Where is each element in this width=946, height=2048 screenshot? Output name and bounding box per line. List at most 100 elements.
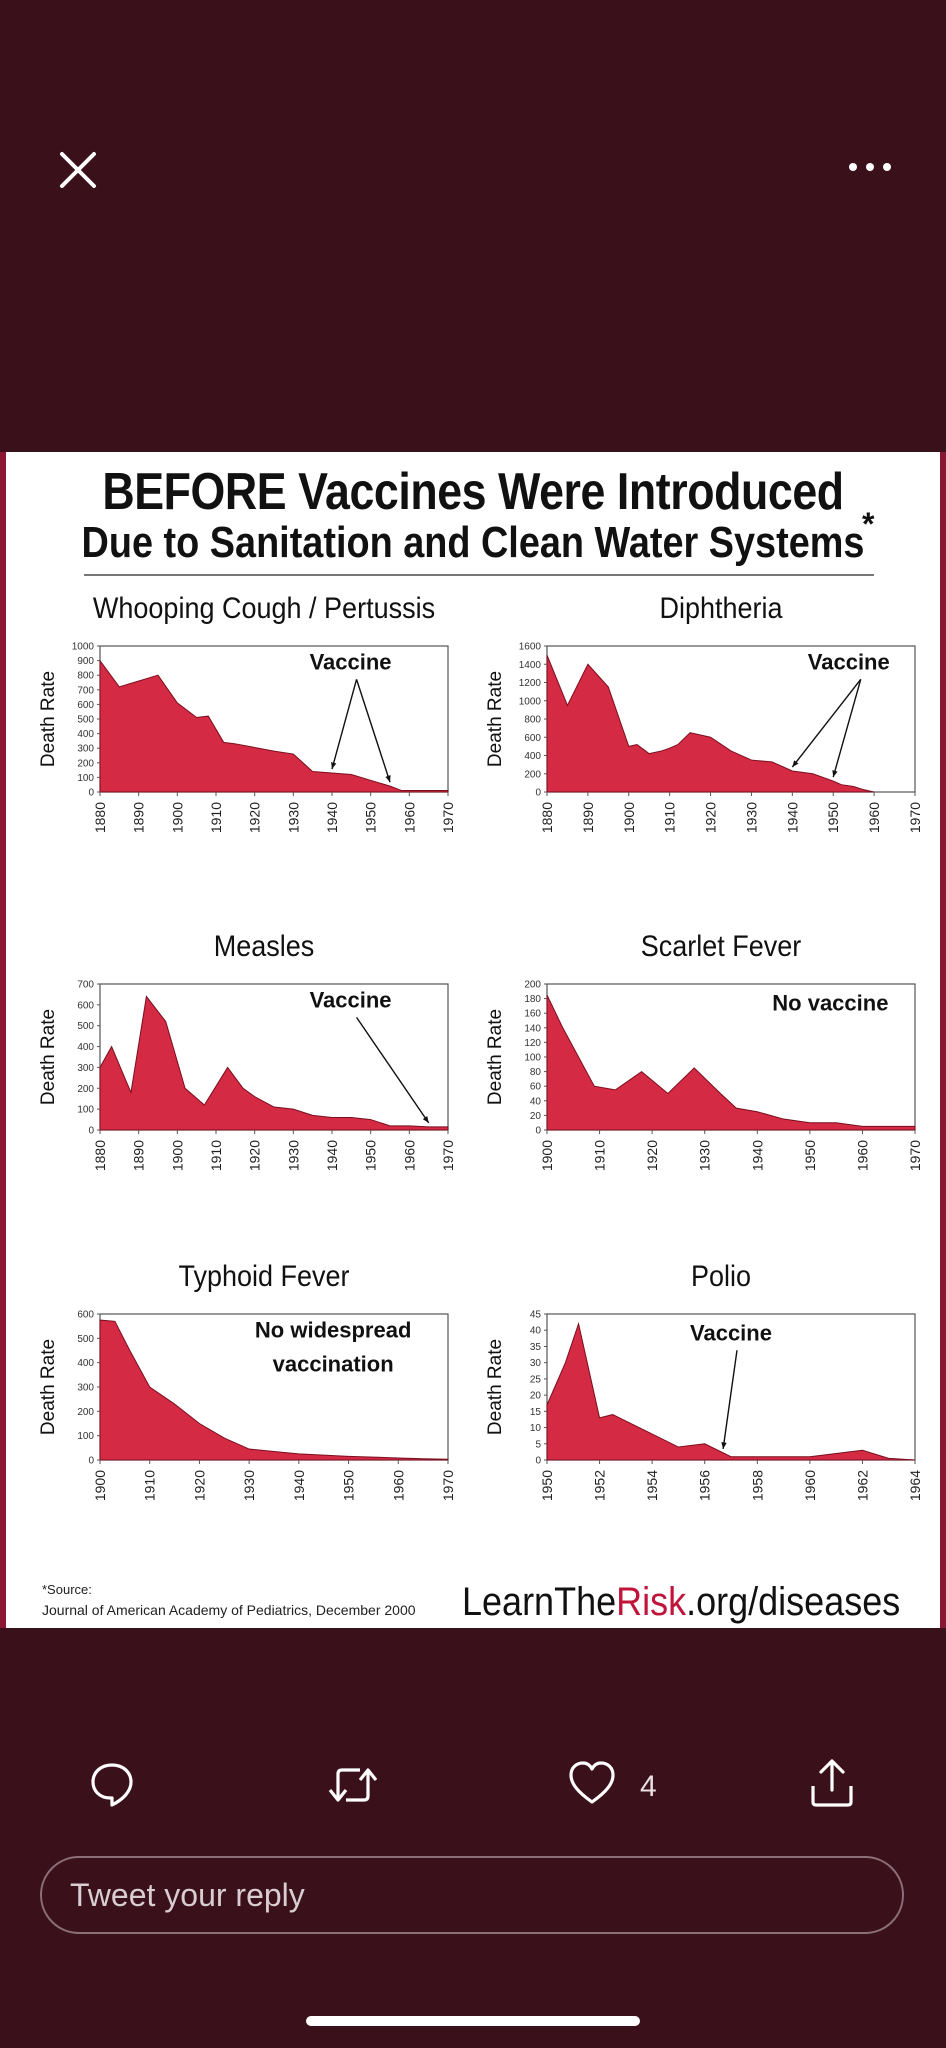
arrow-head bbox=[331, 762, 337, 770]
y-tick-label: 10 bbox=[530, 1423, 542, 1434]
area-series bbox=[99, 659, 449, 793]
x-tick-label: 1940 bbox=[749, 1140, 765, 1171]
chart-title: Polio bbox=[690, 1260, 752, 1293]
x-tick-label: 1900 bbox=[169, 1140, 185, 1171]
x-tick-label: 1900 bbox=[539, 1140, 555, 1171]
y-tick-label: 0 bbox=[535, 1126, 541, 1137]
y-tick-label: 40 bbox=[530, 1096, 542, 1107]
y-axis-label: Death Rate bbox=[485, 671, 506, 767]
more-icon[interactable] bbox=[845, 152, 895, 182]
y-tick-label: 200 bbox=[524, 769, 541, 780]
y-tick-label: 500 bbox=[77, 715, 94, 726]
x-tick-label: 1880 bbox=[539, 802, 555, 833]
x-tick-label: 1940 bbox=[324, 802, 340, 833]
chart-plot: 0 5 10 15 20 25 30 35 40 45 1950 1952 1954 1956 1958 19… bbox=[485, 1310, 923, 1502]
annotation-arrow bbox=[791, 678, 862, 768]
x-tick-label: 1958 bbox=[749, 1470, 765, 1501]
y-tick-label: 160 bbox=[524, 1009, 541, 1020]
annotation-arrow bbox=[832, 679, 862, 778]
y-tick-label: 0 bbox=[535, 788, 541, 799]
asterisk: * bbox=[862, 506, 875, 542]
x-tick-label: 1960 bbox=[390, 1470, 406, 1501]
y-tick-label: 180 bbox=[524, 994, 541, 1005]
x-tick-label: 1920 bbox=[247, 1140, 263, 1171]
x-tick-label: 1952 bbox=[592, 1470, 608, 1501]
chart-annotation: Vaccine bbox=[310, 649, 392, 674]
x-tick-label: 1970 bbox=[440, 802, 456, 833]
annotation-arrow bbox=[355, 1016, 430, 1124]
x-tick-label: 1900 bbox=[621, 802, 637, 833]
tweet-image[interactable]: BEFORE Vaccines Were Introduced Due to S… bbox=[0, 452, 946, 1628]
title-divider bbox=[84, 574, 874, 576]
reply-icon[interactable] bbox=[88, 1760, 136, 1808]
heart-icon[interactable] bbox=[568, 1760, 616, 1806]
chart-plot: 0 100 200 300 400 500 600 700 800 900 1000 1880 1890… bbox=[38, 642, 456, 834]
y-tick-label: 5 bbox=[535, 1439, 541, 1450]
y-tick-label: 700 bbox=[77, 685, 94, 696]
y-tick-label: 15 bbox=[530, 1407, 542, 1418]
chart-plot: 0 100 200 300 400 500 600 1900 1910 1920 1930 1940 1… bbox=[38, 1310, 456, 1502]
chart-annotation: vaccination bbox=[273, 1351, 394, 1376]
chart-annotation: No vaccine bbox=[772, 990, 888, 1015]
reply-input[interactable] bbox=[42, 1858, 902, 1932]
area-series bbox=[99, 995, 449, 1131]
area-series bbox=[546, 994, 916, 1131]
chart-plot: 0 100 200 300 400 500 600 700 1880 1890 1900 1910 19… bbox=[38, 980, 456, 1172]
y-tick-label: 120 bbox=[524, 1038, 541, 1049]
y-tick-label: 100 bbox=[77, 1105, 94, 1116]
y-tick-label: 1200 bbox=[519, 678, 542, 689]
y-tick-label: 80 bbox=[530, 1067, 542, 1078]
home-indicator[interactable] bbox=[306, 2016, 640, 2026]
brand-suffix: .org/diseases bbox=[686, 1580, 901, 1624]
share-icon[interactable] bbox=[808, 1758, 856, 1808]
x-tick-label: 1880 bbox=[92, 1140, 108, 1171]
y-tick-label: 40 bbox=[530, 1326, 542, 1337]
y-tick-label: 500 bbox=[77, 1334, 94, 1345]
chart-plot: 0 200 400 600 800 1000 1200 1400 1600 1880 1890 190… bbox=[485, 642, 923, 834]
poster-subtitle: Due to Sanitation and Clean Water System… bbox=[81, 518, 865, 567]
x-tick-label: 1950 bbox=[341, 1470, 357, 1501]
annotation-arrow bbox=[722, 1350, 738, 1449]
reply-box[interactable] bbox=[40, 1856, 904, 1934]
x-tick-label: 1964 bbox=[907, 1470, 923, 1501]
y-tick-label: 100 bbox=[524, 1053, 541, 1064]
x-tick-label: 1960 bbox=[401, 802, 417, 833]
chart-plot: 0 20 40 60 80 100 120 140 160 180 200 1900 1910 1920 1… bbox=[485, 980, 923, 1172]
x-tick-label: 1960 bbox=[802, 1470, 818, 1501]
x-tick-label: 1930 bbox=[743, 802, 759, 833]
retweet-icon[interactable] bbox=[326, 1764, 380, 1806]
y-tick-label: 60 bbox=[530, 1082, 542, 1093]
y-tick-label: 0 bbox=[88, 1456, 94, 1467]
y-tick-label: 400 bbox=[524, 751, 541, 762]
y-tick-label: 200 bbox=[77, 1084, 94, 1095]
y-axis-label: Death Rate bbox=[38, 1339, 59, 1435]
brand-highlight: Risk bbox=[616, 1580, 687, 1624]
x-tick-label: 1930 bbox=[285, 802, 301, 833]
x-tick-label: 1950 bbox=[363, 802, 379, 833]
x-tick-label: 1900 bbox=[169, 802, 185, 833]
x-tick-label: 1920 bbox=[644, 1140, 660, 1171]
arrow-head bbox=[385, 775, 391, 783]
y-tick-label: 300 bbox=[77, 1383, 94, 1394]
tweet-actions bbox=[0, 1750, 946, 1830]
x-tick-label: 1970 bbox=[907, 1140, 923, 1171]
x-tick-label: 1950 bbox=[825, 802, 841, 833]
x-tick-label: 1880 bbox=[92, 802, 108, 833]
chart-title: Measles bbox=[213, 930, 315, 963]
y-tick-label: 25 bbox=[530, 1374, 542, 1385]
y-tick-label: 0 bbox=[88, 1126, 94, 1137]
x-tick-label: 1920 bbox=[247, 802, 263, 833]
chart-title: Diphtheria bbox=[659, 592, 783, 625]
x-tick-label: 1950 bbox=[802, 1140, 818, 1171]
y-tick-label: 100 bbox=[77, 773, 94, 784]
x-tick-label: 1890 bbox=[580, 802, 596, 833]
x-tick-label: 1920 bbox=[703, 802, 719, 833]
y-axis-label: Death Rate bbox=[38, 1009, 59, 1105]
y-tick-label: 600 bbox=[77, 1310, 94, 1321]
x-tick-label: 1940 bbox=[291, 1470, 307, 1501]
x-tick-label: 1910 bbox=[142, 1470, 158, 1501]
annotation-arrow bbox=[355, 679, 391, 783]
x-tick-label: 1900 bbox=[92, 1470, 108, 1501]
close-icon[interactable] bbox=[56, 148, 100, 192]
y-tick-label: 0 bbox=[88, 788, 94, 799]
